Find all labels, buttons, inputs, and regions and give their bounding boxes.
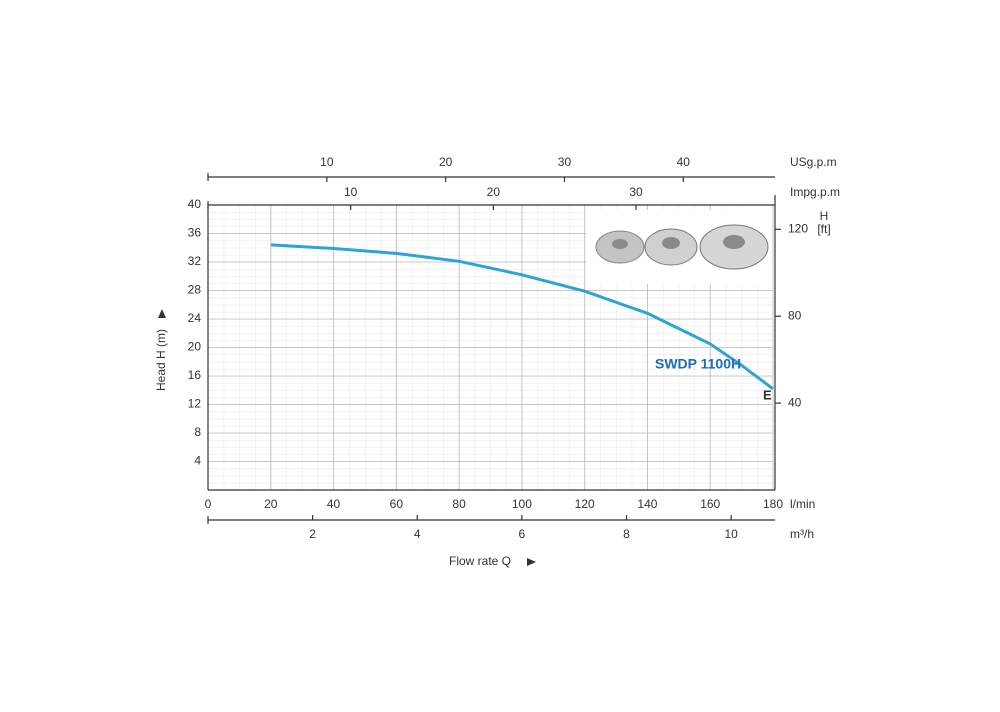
axis-unit: m³/h: [790, 527, 814, 541]
arrow: [527, 558, 536, 566]
x-tick-label: 60: [390, 497, 404, 511]
x-tick-label: 180: [763, 497, 783, 511]
y-tick-label: 28: [188, 283, 202, 297]
x-tick-label: 20: [439, 155, 453, 169]
y2-axis-title: H: [820, 209, 829, 223]
y2-tick-label: 80: [788, 308, 802, 322]
x-tick-label: 100: [512, 497, 532, 511]
y-axis-title: Head H (m): [154, 329, 168, 391]
impeller-photo: [586, 210, 772, 284]
y-tick-label: 4: [194, 454, 201, 468]
x-tick-label: 6: [519, 527, 526, 541]
y2-tick-label: 40: [788, 395, 802, 409]
x-axis-title: Flow rate Q: [449, 554, 511, 568]
axis-unit: Impg.p.m: [790, 185, 840, 199]
end-label: E: [763, 387, 772, 402]
x-unit: l/min: [790, 497, 815, 511]
x-tick-label: 2: [309, 527, 316, 541]
axis-unit: USg.p.m: [790, 155, 837, 169]
y-tick-label: 40: [188, 197, 202, 211]
y-tick-label: 20: [188, 340, 202, 354]
series-label: SWDP 1100H: [655, 356, 741, 372]
curve: [270, 243, 774, 391]
x-tick-label: 160: [700, 497, 720, 511]
arrow: [158, 309, 166, 318]
x-tick-label: 30: [629, 185, 643, 199]
x-tick-label: 10: [320, 155, 334, 169]
x-tick-label: 10: [344, 185, 358, 199]
x-tick-label: 120: [575, 497, 595, 511]
x-tick-label: 4: [414, 527, 421, 541]
y2-unit: [ft]: [817, 222, 830, 236]
y-tick-label: 12: [188, 397, 202, 411]
x-tick-label: 20: [487, 185, 501, 199]
y2-tick-label: 120: [788, 222, 808, 236]
y-tick-label: 16: [188, 368, 202, 382]
x-tick-label: 0: [205, 497, 212, 511]
x-tick-label: 40: [677, 155, 691, 169]
x-tick-label: 140: [637, 497, 657, 511]
x-tick-label: 20: [264, 497, 278, 511]
y-tick-label: 8: [194, 425, 201, 439]
y-tick-label: 32: [188, 254, 202, 268]
x-tick-label: 8: [623, 527, 630, 541]
x-tick-label: 10: [724, 527, 738, 541]
y-tick-label: 24: [188, 311, 202, 325]
x-tick-label: 30: [558, 155, 572, 169]
x-tick-label: 40: [327, 497, 341, 511]
y-tick-label: 36: [188, 226, 202, 240]
x-tick-label: 80: [452, 497, 466, 511]
